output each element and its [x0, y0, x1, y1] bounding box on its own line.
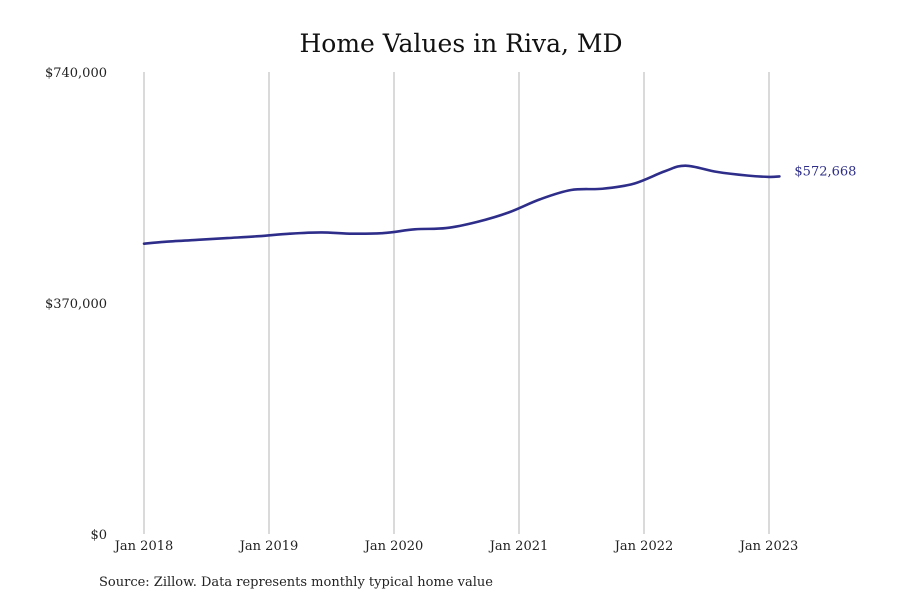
series-end-value-label: $572,668 [794, 164, 856, 179]
x-tick-label: Jan 2023 [738, 539, 799, 554]
y-tick-label: $740,000 [45, 66, 107, 81]
vertical-gridlines [143, 72, 770, 534]
chart-source-note: Source: Zillow. Data represents monthly … [99, 575, 493, 590]
series-line [142, 164, 781, 245]
x-tick-label: Jan 2018 [113, 539, 174, 554]
x-tick-label: Jan 2020 [363, 539, 424, 554]
y-tick-label: $0 [90, 528, 107, 543]
x-tick-label: Jan 2022 [613, 539, 674, 554]
series-layer: $572,668 [142, 164, 856, 245]
x-tick-label: Jan 2021 [488, 539, 549, 554]
y-axis-tick-labels: $0 $370,000 $740,000 [45, 66, 107, 543]
x-tick-label: Jan 2019 [238, 539, 299, 554]
y-tick-label: $370,000 [45, 297, 107, 312]
x-axis-tick-labels: Jan 2018 Jan 2019 Jan 2020 Jan 2021 Jan 2022… [113, 539, 799, 554]
chart-title: Home Values in Riva, MD [299, 29, 622, 58]
